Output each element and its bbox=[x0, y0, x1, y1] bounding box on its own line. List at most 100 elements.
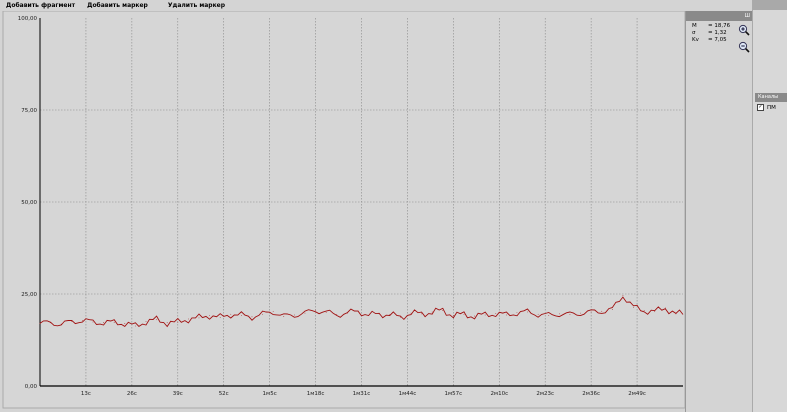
data-point bbox=[283, 316, 285, 317]
data-point bbox=[654, 311, 656, 313]
data-point bbox=[505, 314, 507, 316]
data-point bbox=[474, 315, 475, 317]
data-point bbox=[346, 312, 348, 314]
channels-panel: Каналы ✓ ПМ bbox=[752, 0, 787, 412]
data-point bbox=[156, 319, 157, 321]
data-point bbox=[81, 320, 83, 321]
data-point bbox=[675, 313, 677, 315]
add-marker-button[interactable]: Добавить маркер bbox=[87, 2, 148, 9]
data-point bbox=[304, 312, 306, 314]
channel-label: ПМ bbox=[767, 104, 776, 111]
x-tick-label: 2м36с bbox=[582, 391, 600, 397]
add-fragment-button[interactable]: Добавить фрагмент bbox=[6, 2, 76, 9]
data-point bbox=[452, 314, 454, 316]
data-point bbox=[378, 313, 380, 315]
data-point bbox=[113, 321, 115, 323]
x-tick-label: 1м44с bbox=[399, 391, 417, 397]
data-point bbox=[315, 309, 316, 311]
stat-kv: Kv = 7,05 bbox=[692, 37, 727, 43]
data-point bbox=[187, 318, 189, 320]
x-tick-label: 39с bbox=[173, 391, 183, 397]
stats-panel: Ш M = 18,76 σ = 1,32 Kv = 7,05 bbox=[685, 11, 753, 412]
data-point bbox=[368, 314, 369, 316]
data-point bbox=[230, 313, 232, 315]
data-point bbox=[611, 309, 613, 310]
y-tick-label: 100,00 bbox=[18, 16, 38, 22]
stat-mean: M = 18,76 bbox=[692, 23, 731, 29]
data-point bbox=[71, 321, 73, 322]
data-point bbox=[580, 312, 581, 314]
y-tick-label: 0,00 bbox=[25, 384, 38, 390]
data-point bbox=[442, 310, 444, 311]
data-point bbox=[177, 321, 179, 323]
stats-panel-header: Ш bbox=[686, 11, 753, 21]
data-point bbox=[39, 323, 41, 324]
data-point bbox=[92, 321, 94, 323]
x-tick-label: 1м31с bbox=[353, 391, 371, 397]
data-point bbox=[103, 322, 104, 324]
data-point bbox=[251, 316, 253, 318]
data-point bbox=[166, 322, 168, 324]
data-point bbox=[633, 306, 634, 308]
channels-header: Каналы bbox=[755, 93, 787, 102]
data-point bbox=[410, 312, 412, 314]
zoom-in-icon[interactable] bbox=[738, 24, 750, 36]
data-point bbox=[516, 312, 518, 314]
data-point bbox=[50, 322, 51, 324]
data-point bbox=[209, 314, 210, 316]
data-point bbox=[293, 314, 295, 316]
data-point bbox=[495, 313, 497, 314]
data-point bbox=[643, 310, 645, 311]
data-point bbox=[272, 311, 274, 313]
y-tick-label: 75,00 bbox=[21, 108, 37, 114]
y-tick-label: 25,00 bbox=[21, 292, 37, 298]
data-point bbox=[60, 323, 62, 325]
x-tick-label: 26с bbox=[127, 391, 137, 397]
data-point bbox=[399, 316, 401, 318]
data-point bbox=[664, 307, 666, 309]
data-point bbox=[124, 323, 126, 324]
data-point bbox=[431, 311, 433, 313]
data-point bbox=[484, 314, 486, 316]
x-tick-label: 52с bbox=[219, 391, 229, 397]
data-point bbox=[601, 310, 603, 312]
series-line bbox=[39, 296, 684, 328]
data-point bbox=[325, 312, 327, 313]
data-point bbox=[622, 295, 624, 296]
data-point bbox=[389, 314, 391, 316]
y-tick-label: 50,00 bbox=[21, 200, 37, 206]
signal-chart[interactable]: 0,00 25,00 50,00 75,00 100,00 13с 26с 39с 52с 1м5… bbox=[0, 11, 685, 412]
channel-item[interactable]: ✓ ПМ bbox=[757, 104, 776, 111]
x-tick-label: 1м57с bbox=[445, 391, 463, 397]
stat-sigma: σ = 1,32 bbox=[692, 30, 727, 36]
data-point bbox=[548, 314, 550, 316]
x-tick-label: 13с bbox=[81, 391, 91, 397]
plot-background bbox=[2, 11, 685, 409]
data-point bbox=[134, 325, 136, 327]
delete-marker-button[interactable]: Удалить маркер bbox=[167, 2, 226, 9]
data-point bbox=[463, 314, 465, 316]
x-tick-label: 2м10с bbox=[490, 391, 508, 397]
x-tick-label: 2м49с bbox=[628, 391, 646, 397]
data-point bbox=[336, 314, 338, 316]
data-point bbox=[590, 311, 592, 313]
data-point bbox=[558, 313, 560, 315]
data-point bbox=[357, 310, 359, 312]
x-tick-label: 1м18с bbox=[307, 391, 325, 397]
x-tick-label: 2м23с bbox=[536, 391, 554, 397]
data-point bbox=[240, 314, 242, 316]
data-point bbox=[145, 321, 147, 322]
zoom-out-icon[interactable] bbox=[738, 41, 750, 53]
data-point bbox=[219, 317, 221, 318]
channel-checkbox[interactable]: ✓ bbox=[757, 104, 764, 111]
x-tick-label: 1м5с bbox=[263, 391, 277, 397]
channels-panel-top bbox=[753, 0, 787, 10]
data-point bbox=[421, 313, 422, 315]
data-point bbox=[198, 317, 200, 319]
data-point bbox=[527, 311, 528, 313]
data-point bbox=[569, 314, 571, 316]
toolbar-menu: Добавить фрагмент Добавить маркер Удалит… bbox=[0, 0, 225, 11]
stats-list: M = 18,76 σ = 1,32 Kv = 7,05 bbox=[692, 23, 730, 44]
data-point bbox=[537, 313, 539, 315]
data-point bbox=[262, 313, 263, 315]
